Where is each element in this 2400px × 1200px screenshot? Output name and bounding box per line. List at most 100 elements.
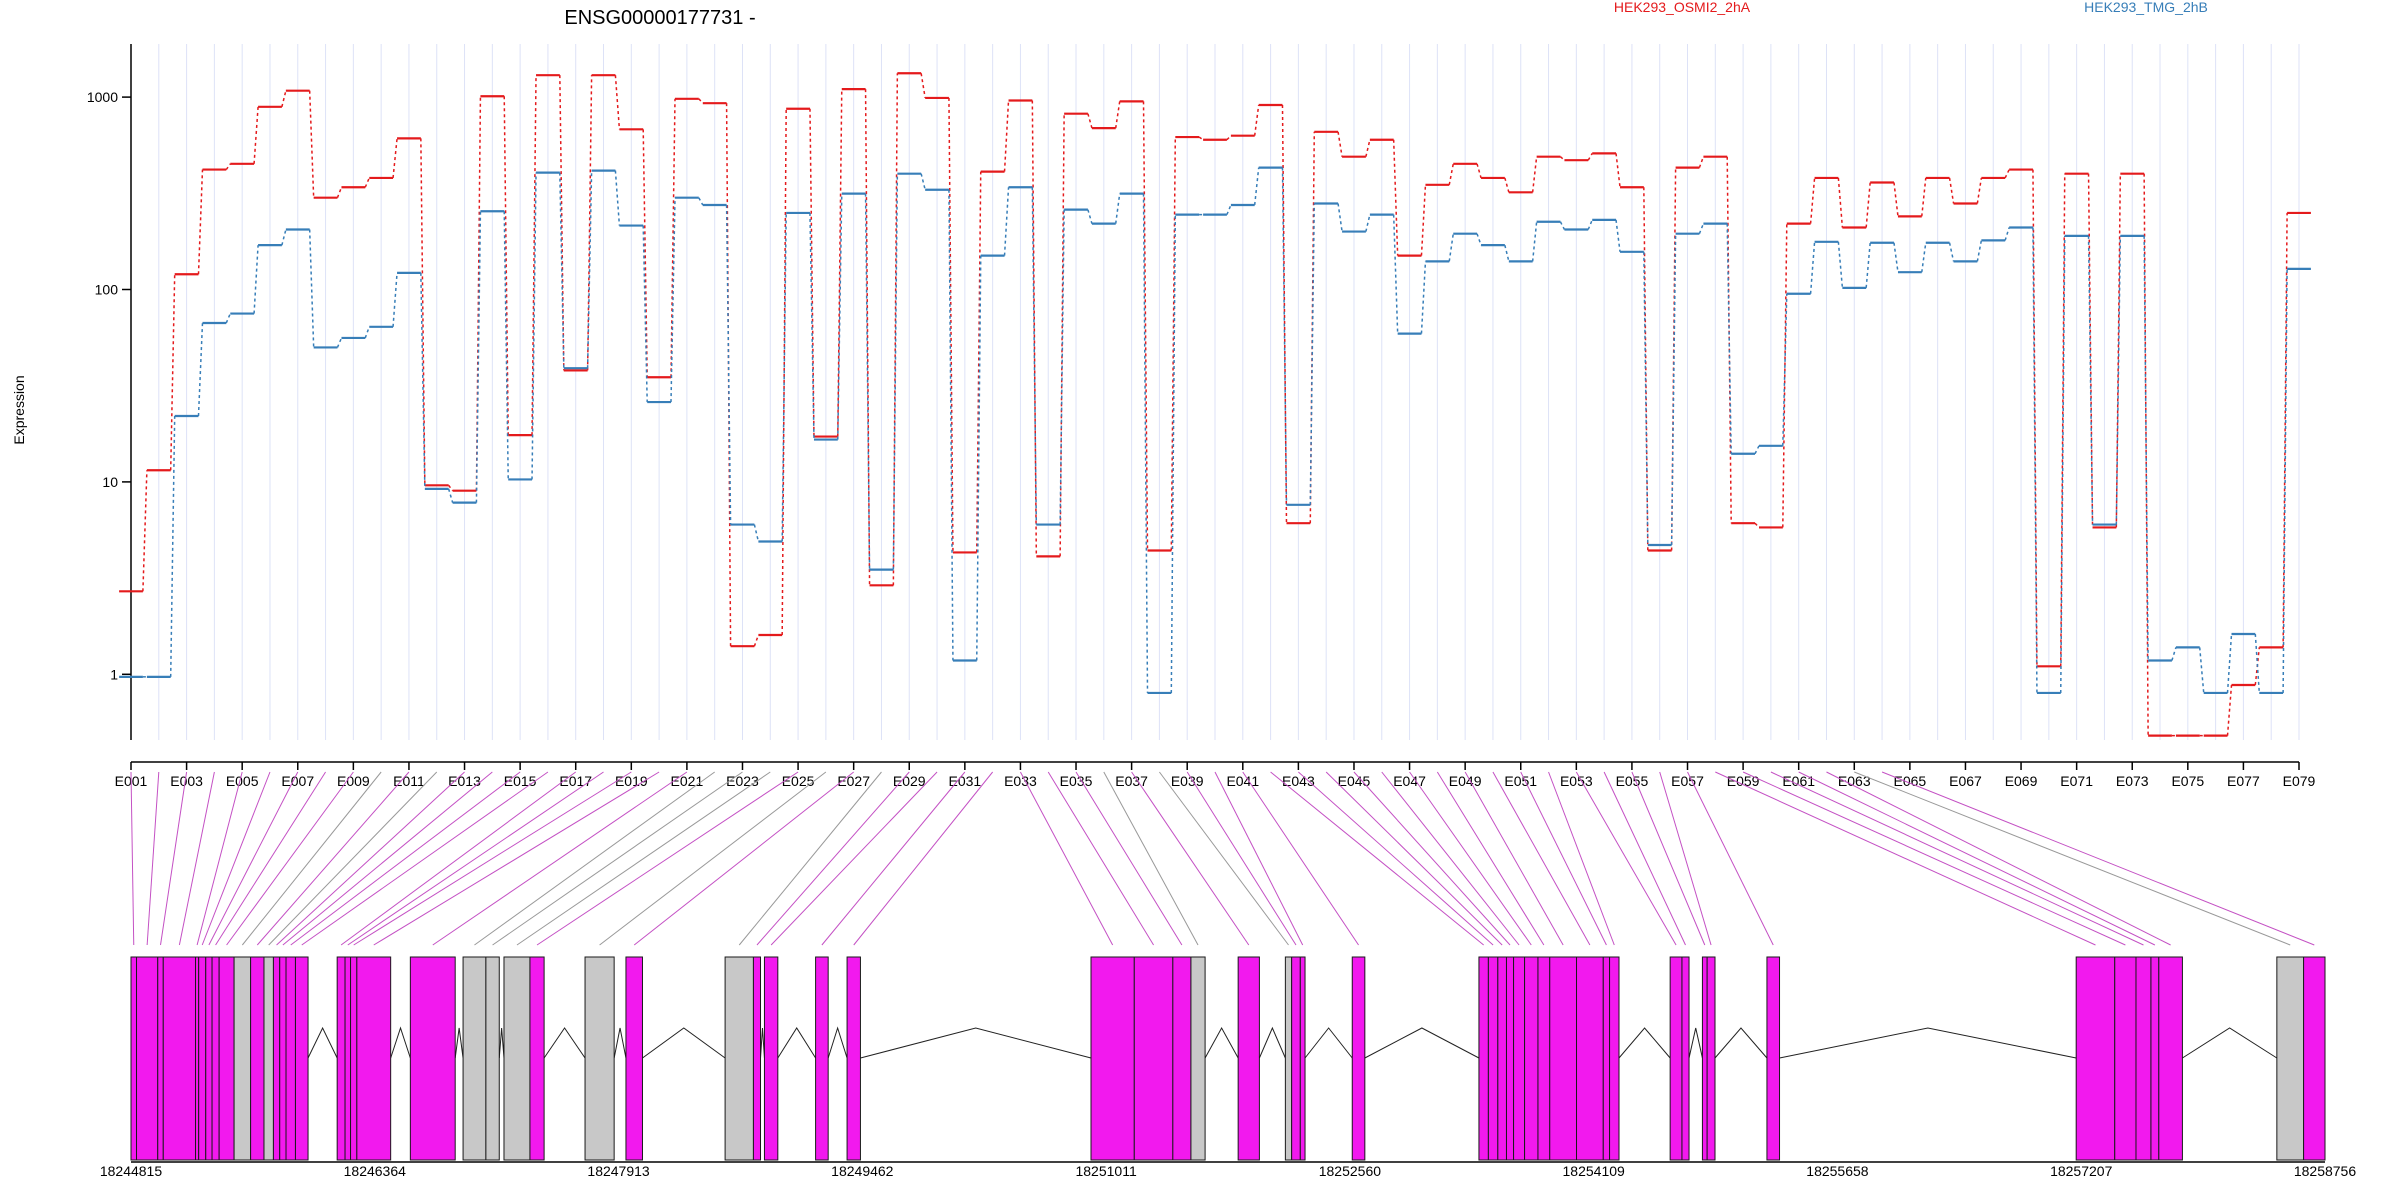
exon-connector xyxy=(215,771,326,946)
exon-58 xyxy=(2075,956,2116,1161)
exon-connector xyxy=(1186,771,1297,946)
exon-connector xyxy=(282,771,493,946)
connector-segment xyxy=(892,73,899,586)
exon-18 xyxy=(344,956,352,1161)
exon-57 xyxy=(1766,956,1781,1161)
exon-30 xyxy=(763,956,779,1161)
connector-segment xyxy=(586,170,593,369)
exon-41 xyxy=(1351,956,1366,1161)
x-tick-label: E065 xyxy=(1894,773,1927,789)
intron-line xyxy=(860,1027,1092,1059)
x-tick-label: E011 xyxy=(393,773,425,789)
connector-segment xyxy=(1114,101,1121,129)
exon-35 xyxy=(1172,956,1192,1161)
connector-segment xyxy=(614,170,621,226)
connector-segment xyxy=(281,90,287,108)
exon-connector xyxy=(738,771,882,946)
connector-segment xyxy=(1253,104,1260,136)
exon-connector xyxy=(633,771,854,946)
exon-connector xyxy=(160,771,188,946)
connector-segment xyxy=(1531,156,1538,193)
connector-segment xyxy=(2254,633,2261,693)
exon-22 xyxy=(462,956,487,1161)
series-2 xyxy=(119,166,2311,695)
exon-14 xyxy=(279,956,287,1161)
exon-connector xyxy=(1770,771,2144,946)
exon-15 xyxy=(285,956,296,1161)
intron-line xyxy=(1204,1026,1239,1059)
exon-61 xyxy=(2150,956,2160,1161)
intron-line xyxy=(1779,1027,2077,1059)
connector-segment xyxy=(1226,135,1232,141)
connector-segment xyxy=(1087,113,1093,129)
x-tick-label: E021 xyxy=(671,773,704,789)
exon-connector xyxy=(1436,771,1545,946)
exon-26 xyxy=(584,956,615,1161)
exon-20 xyxy=(356,956,392,1161)
connector-segment xyxy=(2004,227,2010,241)
connector-segment xyxy=(1309,203,1316,505)
exon-connector xyxy=(1409,771,1532,946)
exon-connector xyxy=(1270,771,1484,946)
y-tick-label: 1 xyxy=(110,666,118,682)
exon-connector xyxy=(373,771,660,946)
exon-21 xyxy=(409,956,456,1161)
connector-segment xyxy=(1448,163,1454,185)
connector-segment xyxy=(1698,223,1705,234)
x-tick-label: E023 xyxy=(726,773,759,789)
exon-connector xyxy=(178,771,215,946)
connector-segment xyxy=(1531,221,1538,262)
genomic-tick-label: 18254109 xyxy=(1563,1163,1626,1179)
genomic-tick-label: 18246364 xyxy=(344,1163,407,1179)
connector-segment xyxy=(253,245,259,314)
intron-line xyxy=(498,1027,505,1059)
connector-segment xyxy=(2198,647,2205,694)
connector-segment xyxy=(420,138,426,486)
intron-line xyxy=(1364,1027,1480,1059)
exon-connector xyxy=(130,771,135,946)
intron-line xyxy=(2182,1027,2278,1059)
exon-connector xyxy=(256,771,410,946)
connector-segment xyxy=(1114,193,1121,224)
exon-33 xyxy=(1090,956,1135,1161)
genomic-tick-label: 18247913 xyxy=(587,1163,650,1179)
connector-segment xyxy=(948,97,954,553)
genomic-tick-label: 18249462 xyxy=(831,1163,894,1179)
connector-segment xyxy=(336,186,343,198)
genomic-tick-label: 18252560 xyxy=(1319,1163,1382,1179)
exon-connector xyxy=(340,771,577,946)
exon-connector xyxy=(492,771,743,946)
exon-50 xyxy=(1576,956,1604,1161)
exon-connector xyxy=(1325,771,1503,946)
exon-connector xyxy=(1575,771,1677,946)
connector-segment xyxy=(1253,167,1260,206)
exon-connector xyxy=(1548,771,1615,946)
connector-segment xyxy=(1392,214,1399,334)
exon-42 xyxy=(1478,956,1489,1161)
exon-connector xyxy=(1798,771,2156,946)
intron-line xyxy=(543,1027,586,1059)
connector-segment xyxy=(1921,242,1927,273)
exon-40 xyxy=(1299,956,1306,1161)
connector-segment xyxy=(1559,221,1566,230)
exon-connector xyxy=(516,771,771,946)
exon-25 xyxy=(529,956,545,1161)
connector-segment xyxy=(809,108,815,437)
exon-38 xyxy=(1284,956,1293,1161)
connector-segment xyxy=(1392,139,1399,256)
connector-segment xyxy=(698,98,704,104)
legend-series-2: HEK293_TMG_2hB xyxy=(2084,0,2208,15)
vertical-gridlines xyxy=(130,44,2300,740)
x-tick-label: E061 xyxy=(1782,773,1815,789)
x-tick-label: E073 xyxy=(2116,773,2149,789)
connector-segment xyxy=(1142,193,1149,693)
connector-segment xyxy=(1782,293,1788,446)
exon-27 xyxy=(625,956,643,1161)
connector-segment xyxy=(308,229,315,348)
exon-64 xyxy=(2303,956,2326,1161)
intron-line xyxy=(1304,1027,1353,1059)
x-tick-label: E015 xyxy=(504,773,537,789)
connector-segment xyxy=(1976,240,1983,262)
connector-segment xyxy=(281,229,287,246)
connector-segment xyxy=(308,90,315,198)
